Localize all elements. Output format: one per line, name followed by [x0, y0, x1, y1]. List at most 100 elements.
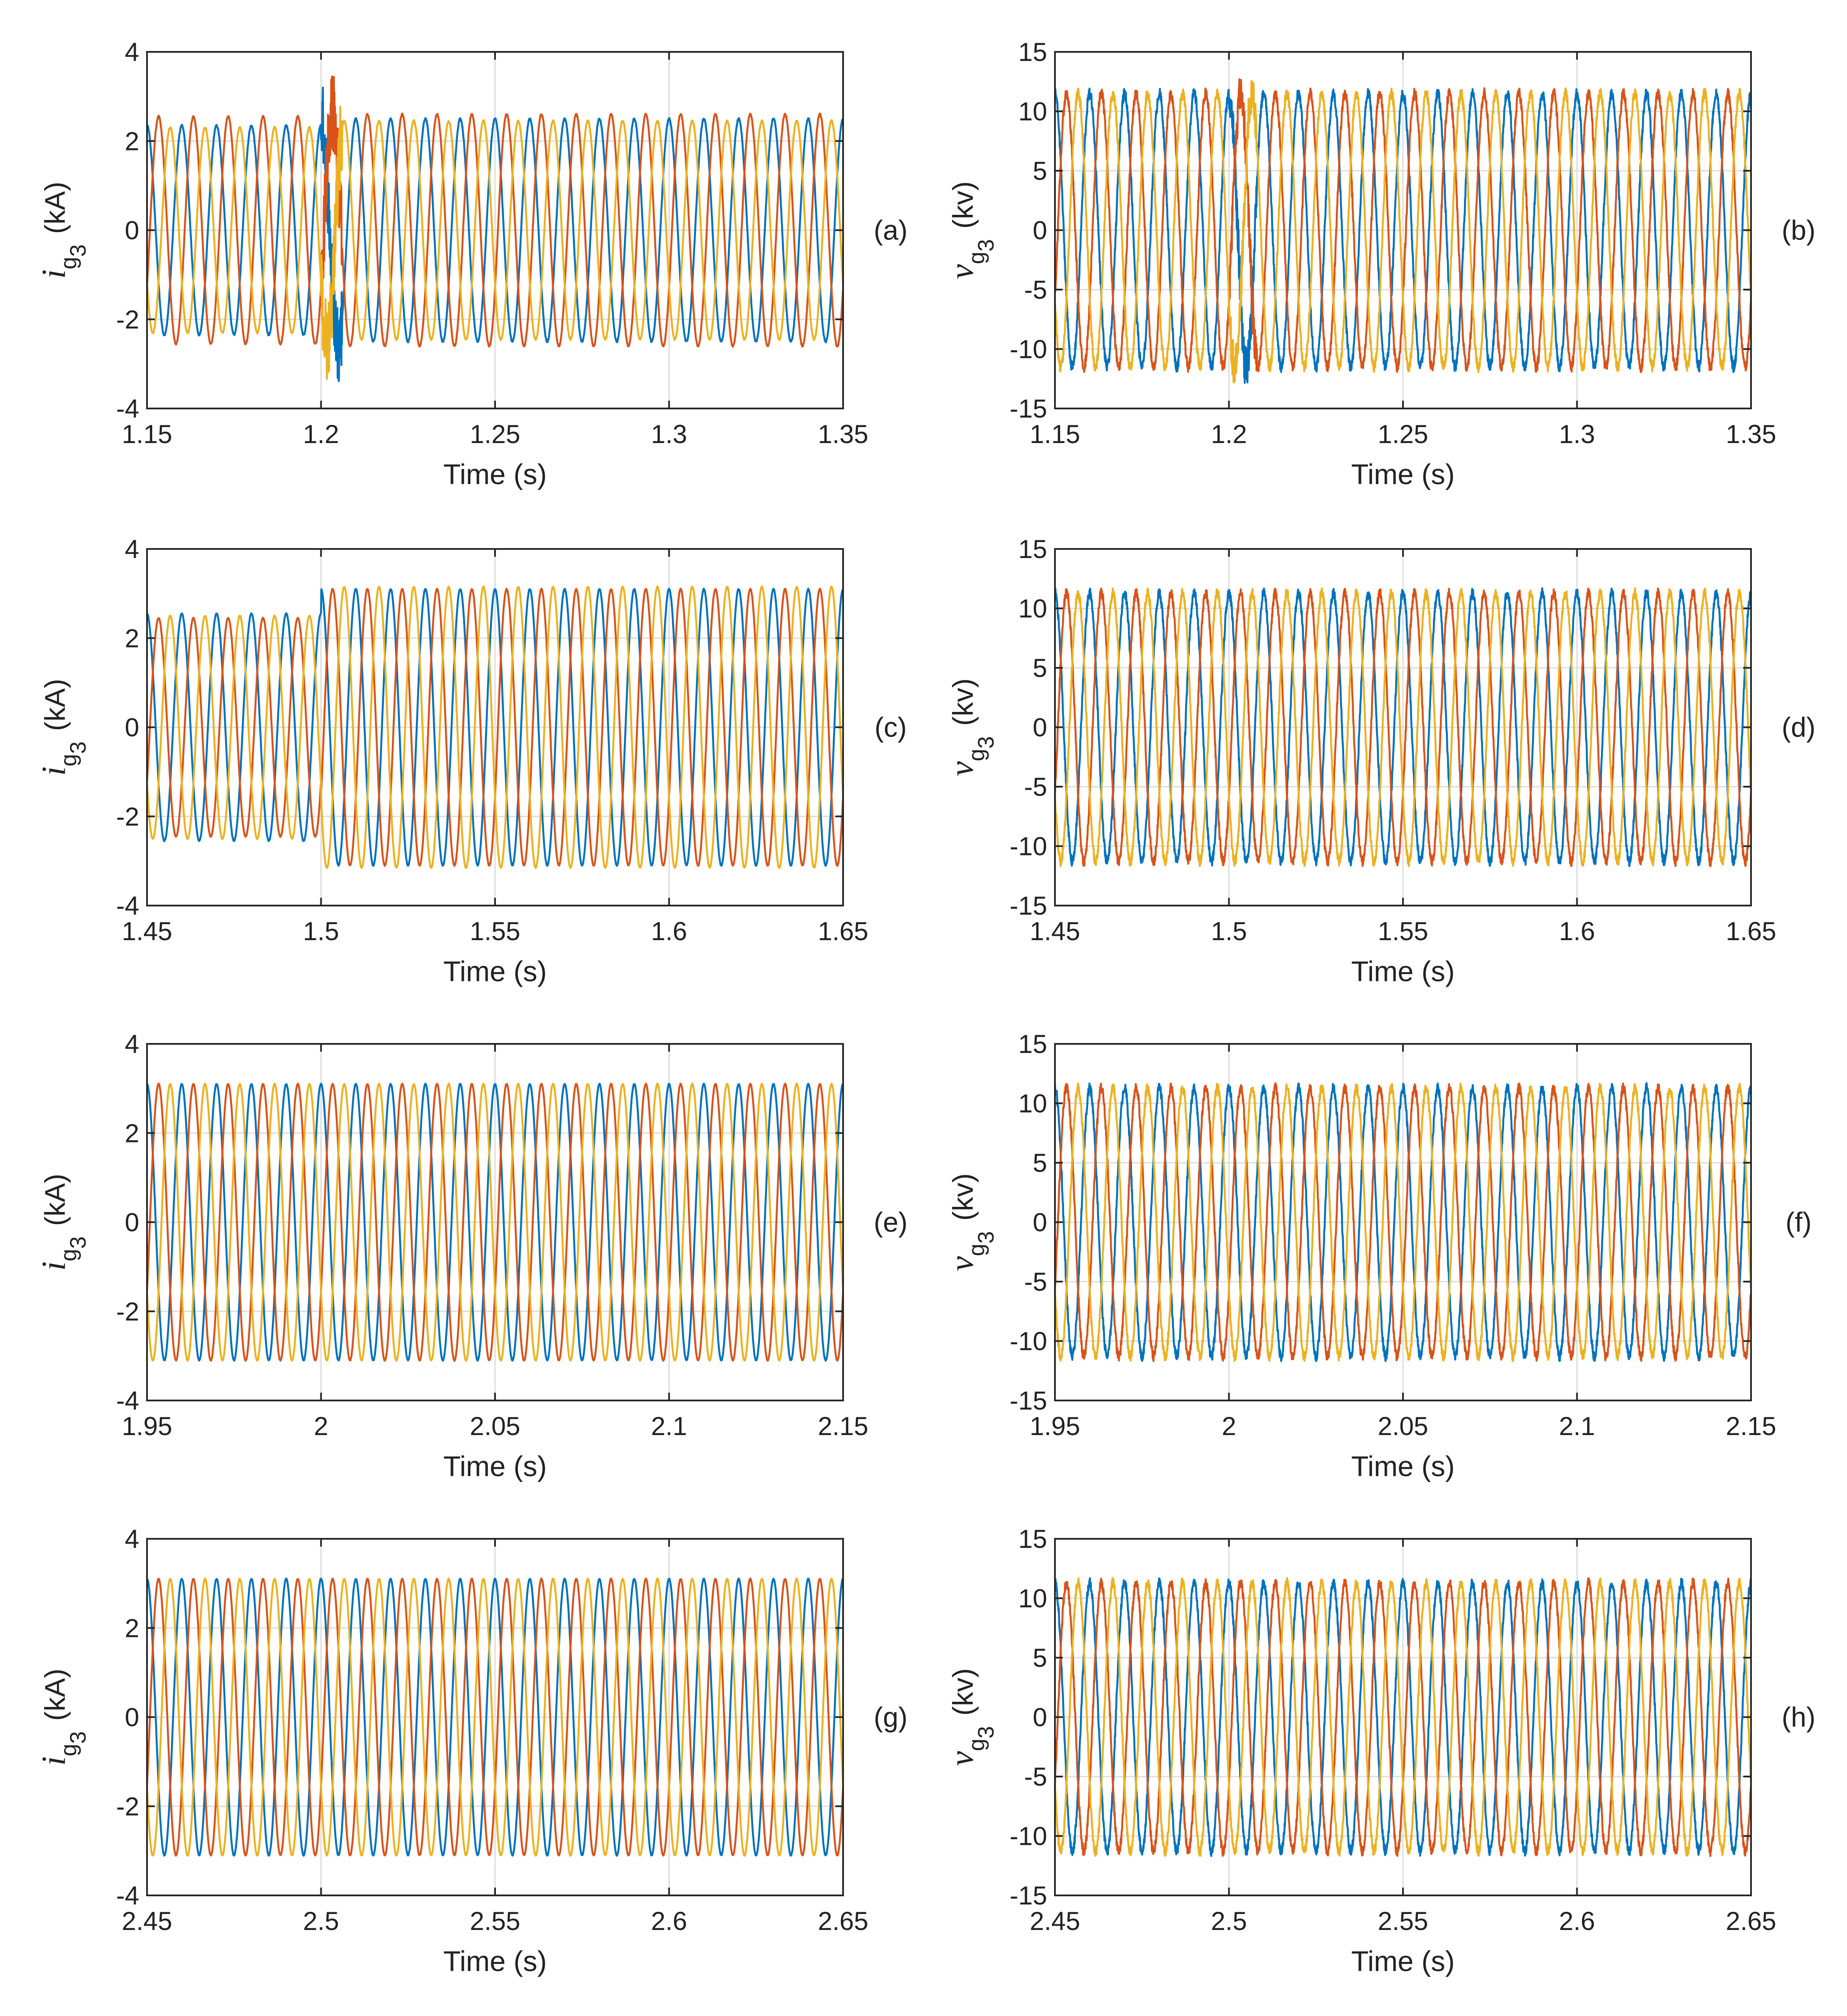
x-tick-label: 2.65	[818, 1907, 869, 1936]
y-axis-title-unit: (kv)	[947, 678, 979, 726]
y-tick-label: 15	[1018, 1525, 1047, 1553]
x-tick-label: 2.6	[651, 1907, 687, 1936]
y-tick-label: 15	[1018, 38, 1047, 67]
y-axis-title-unit: (kA)	[39, 1668, 71, 1721]
x-tick-label: 1.65	[818, 917, 869, 946]
y-tick-label: 4	[125, 535, 139, 564]
chart-panel-a: 1.15 1.2 1.25 1.3 1.35 -4 -2 0 2 4 Time (s) ig3 (kA)…	[35, 38, 908, 490]
x-tick-label: 1.5	[1211, 917, 1247, 946]
y-tick-label: 0	[1033, 1208, 1047, 1237]
x-axis-title: Time (s)	[443, 955, 547, 987]
x-tick-label: 2.1	[1559, 1412, 1595, 1441]
x-axis-title: Time (s)	[1351, 458, 1455, 490]
y-tick-label: -2	[116, 1297, 139, 1326]
y-tick-label: -10	[1010, 832, 1047, 861]
y-axis-title-subsub: 3	[66, 1236, 91, 1249]
x-tick-label: 2.05	[470, 1412, 521, 1441]
panel-label: (f)	[1786, 1207, 1812, 1238]
y-tick-label: 5	[1033, 156, 1047, 185]
x-tick-label: 1.65	[1726, 917, 1777, 946]
y-axis-title-sub: g	[964, 1738, 989, 1751]
y-tick-label: 15	[1018, 1030, 1047, 1059]
y-axis-title-unit: (kv)	[947, 181, 979, 229]
series-line-a-3	[147, 106, 843, 380]
panel-label: (h)	[1782, 1702, 1815, 1733]
y-axis-title-sub: g	[56, 754, 81, 766]
y-axis-title: ig3 (kA)	[35, 1174, 91, 1271]
chart-panel-h: 2.45 2.5 2.55 2.6 2.65 -15 -10 -5 0 5 10 15 Time (s)…	[943, 1525, 1815, 1977]
y-tick-label: 0	[1033, 216, 1047, 245]
chart-panel-f: 1.95 2 2.05 2.1 2.15 -15 -10 -5 0 5 10 15 Time (s) vg…	[943, 1030, 1812, 1482]
x-tick-label: 1.45	[1030, 917, 1080, 946]
chart-panel-b: 1.15 1.2 1.25 1.3 1.35 -15 -10 -5 0 5 10 15 Time (s)…	[943, 38, 1815, 490]
y-tick-label: 4	[125, 1525, 139, 1553]
y-tick-label: -10	[1010, 1822, 1047, 1851]
chart-panel-e: 1.95 2 2.05 2.1 2.15 -4 -2 0 2 4 Time (s) ig3 (kA) (e…	[35, 1030, 908, 1482]
x-axis-title: Time (s)	[443, 1450, 547, 1482]
y-axis-title-main: i	[35, 1756, 72, 1766]
y-axis-title-subsub: 3	[66, 741, 91, 754]
y-axis-title-main: i	[35, 269, 72, 279]
series-line-g-3	[147, 1577, 843, 1857]
y-tick-label: 4	[125, 1030, 139, 1059]
x-tick-label: 1.15	[122, 420, 173, 449]
panel-label: (e)	[874, 1207, 908, 1238]
y-axis-title-sub: g	[56, 1744, 81, 1756]
x-tick-label: 1.95	[122, 1412, 173, 1441]
y-axis-title-sub: g	[964, 1244, 989, 1256]
panel-label: (g)	[874, 1702, 908, 1733]
chart-panel-d: 1.45 1.5 1.55 1.6 1.65 -15 -10 -5 0 5 10 15 Time (s)…	[943, 535, 1815, 987]
series-line-e-3	[147, 1082, 843, 1362]
y-axis-title: vg3 (kv)	[943, 678, 999, 776]
y-tick-label: 10	[1018, 97, 1047, 126]
y-axis-title-main: v	[943, 1256, 980, 1271]
x-axis-title: Time (s)	[1351, 955, 1455, 987]
x-tick-label: 2.05	[1378, 1412, 1428, 1441]
y-axis-title: ig3 (kA)	[35, 1668, 91, 1766]
y-tick-label: -4	[116, 891, 139, 920]
y-tick-label: -5	[1024, 1267, 1047, 1296]
y-axis-title-main: v	[943, 264, 980, 279]
panel-label: (d)	[1782, 712, 1815, 743]
y-tick-label: -5	[1024, 1762, 1047, 1791]
x-tick-label: 1.5	[303, 917, 339, 946]
x-tick-label: 2.5	[303, 1907, 339, 1936]
y-axis-title-unit: (kA)	[39, 182, 71, 234]
y-tick-label: -4	[116, 1386, 139, 1415]
y-tick-label: -4	[116, 394, 139, 423]
y-tick-label: -2	[116, 1792, 139, 1821]
x-tick-label: 1.6	[1559, 917, 1595, 946]
y-axis-title-subsub: 3	[66, 1731, 91, 1744]
panel-label: (a)	[874, 215, 908, 246]
y-tick-label: 0	[125, 216, 139, 245]
y-tick-label: -4	[116, 1881, 139, 1910]
y-axis-title-sub: g	[964, 252, 989, 264]
x-tick-label: 2.1	[651, 1412, 687, 1441]
y-tick-label: 2	[125, 1614, 139, 1643]
x-axis-title: Time (s)	[1351, 1945, 1455, 1977]
y-tick-label: -10	[1010, 1327, 1047, 1356]
y-tick-label: 15	[1018, 535, 1047, 564]
y-axis-title-main: v	[943, 1751, 980, 1766]
x-tick-label: 1.6	[651, 917, 687, 946]
x-tick-label: 1.45	[122, 917, 173, 946]
y-tick-label: -15	[1010, 1881, 1047, 1910]
panel-label: (c)	[875, 712, 907, 743]
y-tick-label: -5	[1024, 275, 1047, 304]
x-tick-label: 2.15	[818, 1412, 869, 1441]
y-tick-label: 10	[1018, 1584, 1047, 1613]
y-axis-title: ig3 (kA)	[35, 182, 91, 279]
y-tick-label: 4	[125, 38, 139, 67]
x-axis-title: Time (s)	[1351, 1450, 1455, 1482]
y-tick-label: 0	[125, 1208, 139, 1237]
y-tick-label: 0	[125, 1703, 139, 1732]
x-tick-label: 2.55	[1378, 1907, 1428, 1936]
x-tick-label: 2.5	[1211, 1907, 1247, 1936]
y-axis-title-subsub: 3	[974, 736, 999, 749]
y-tick-label: -15	[1010, 891, 1047, 920]
x-tick-label: 2.6	[1559, 1907, 1595, 1936]
x-tick-label: 1.25	[1378, 420, 1428, 449]
y-axis-title: vg3 (kv)	[943, 181, 999, 279]
x-tick-label: 1.55	[1378, 917, 1428, 946]
